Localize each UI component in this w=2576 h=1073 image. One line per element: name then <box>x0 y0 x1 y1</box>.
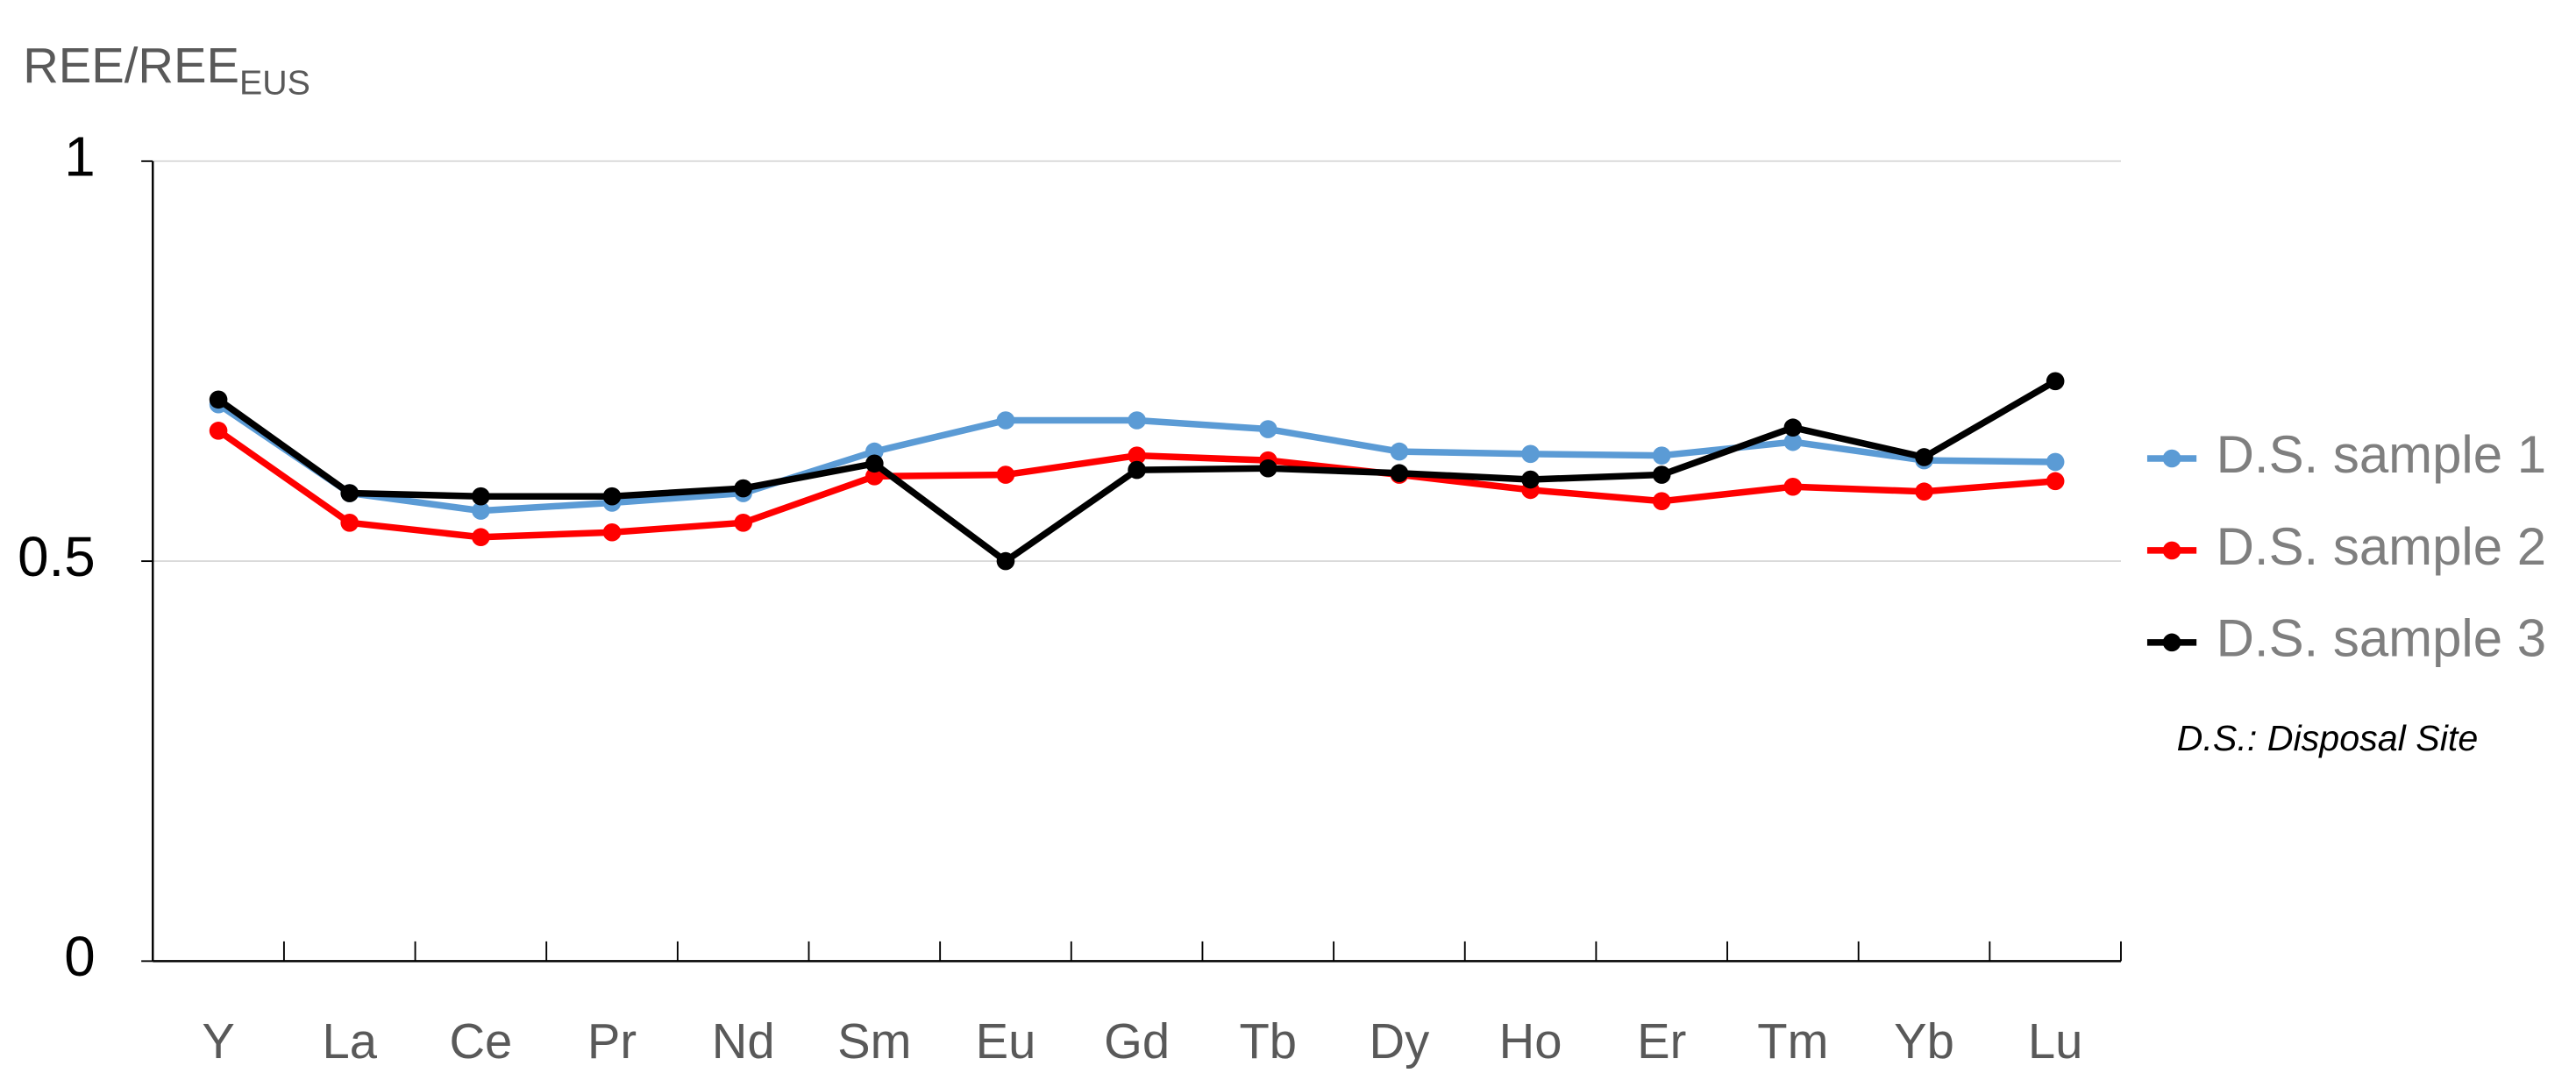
legend-marker <box>2162 633 2181 652</box>
point <box>1390 442 1409 461</box>
point <box>472 487 490 506</box>
point <box>1128 411 1146 430</box>
point <box>734 514 752 532</box>
point <box>1652 446 1671 465</box>
x-tick-label: Yb <box>1894 1013 1954 1069</box>
x-tick-label: Nd <box>712 1013 775 1069</box>
point <box>340 484 359 502</box>
point <box>1128 460 1146 480</box>
y-tick-label: 0 <box>64 926 95 988</box>
x-tick-label: Pr <box>587 1013 637 1069</box>
x-tick-label: Tb <box>1239 1013 1297 1069</box>
y-axis-label-subscript: EUS <box>239 64 310 103</box>
point <box>865 454 884 473</box>
point <box>602 487 622 506</box>
y-axis-label: REE/REEEUS <box>23 38 310 103</box>
point <box>1652 465 1671 484</box>
point <box>1258 420 1277 438</box>
point <box>1915 448 1933 466</box>
legend-label: D.S. sample 2 <box>2217 517 2546 576</box>
x-tick-label: La <box>322 1013 377 1069</box>
x-tick-label: Ho <box>1499 1013 1562 1069</box>
point <box>472 528 490 547</box>
point <box>1521 470 1540 489</box>
x-tick-label: Tm <box>1757 1013 1828 1069</box>
x-tick-label: Dy <box>1370 1013 1430 1069</box>
point <box>1258 458 1277 478</box>
point <box>472 501 490 520</box>
point <box>1128 446 1146 465</box>
point <box>1915 482 1933 501</box>
point <box>602 522 622 542</box>
point <box>1783 418 1803 437</box>
point <box>209 422 228 440</box>
y-tick-label: 1 <box>64 126 95 188</box>
x-tick-label: Y <box>202 1013 235 1069</box>
legend-label: D.S. sample 1 <box>2217 425 2546 484</box>
point <box>996 551 1015 571</box>
point <box>1783 432 1803 451</box>
point <box>996 411 1015 430</box>
point <box>734 479 752 498</box>
y-axis-label-main: REE/REE <box>23 38 239 93</box>
point <box>1652 492 1671 510</box>
point <box>2046 372 2065 391</box>
y-tick-label: 0.5 <box>18 526 96 588</box>
x-tick-label: Gd <box>1104 1013 1170 1069</box>
x-tick-label: Eu <box>976 1013 1036 1069</box>
legend-label: D.S. sample 3 <box>2217 609 2546 668</box>
x-tick-label: Sm <box>837 1013 911 1069</box>
point <box>1783 477 1803 496</box>
point <box>996 465 1015 484</box>
point <box>2046 472 2065 491</box>
point <box>1390 464 1409 483</box>
x-tick-label: Ce <box>449 1013 512 1069</box>
x-tick-label: Lu <box>2028 1013 2083 1069</box>
point <box>1521 444 1540 464</box>
legend-marker <box>2162 449 2181 468</box>
point <box>865 467 884 486</box>
x-tick-label: Er <box>1637 1013 1686 1069</box>
legend-marker <box>2162 541 2181 560</box>
annotation: D.S.: Disposal Site <box>2177 718 2479 758</box>
point <box>2046 452 2065 472</box>
point <box>340 514 359 532</box>
point <box>209 390 228 409</box>
